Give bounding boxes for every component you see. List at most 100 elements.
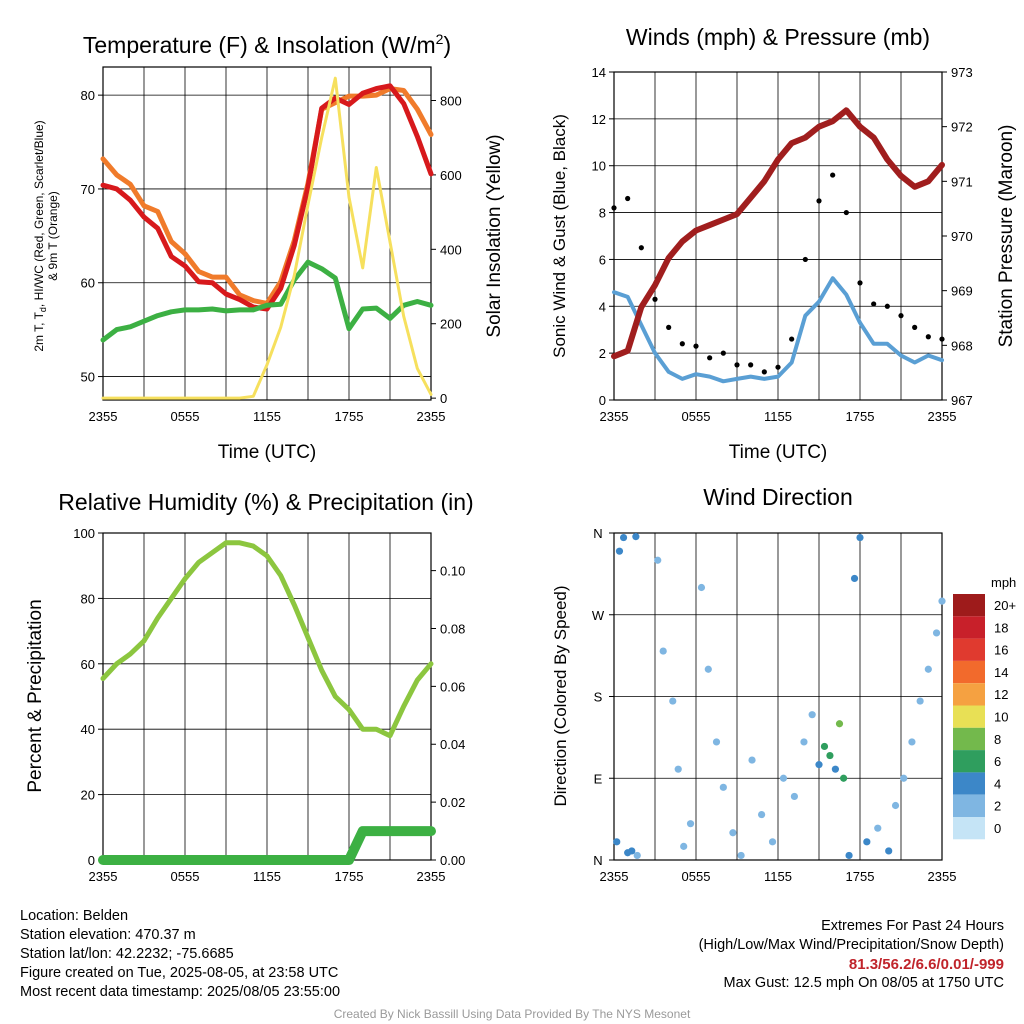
- series-line-precip: [98, 826, 436, 865]
- gust-point: [857, 280, 863, 286]
- gust-point: [884, 303, 890, 309]
- direction-point: [891, 801, 900, 810]
- direction-point: [885, 847, 893, 855]
- rh-x-tick: 2355: [89, 869, 118, 884]
- wind-y-tick: 12: [592, 112, 606, 127]
- x-axis-label-winds: Time (UTC): [729, 442, 828, 463]
- direction-point: [674, 765, 682, 773]
- series-line-wind: [612, 276, 944, 384]
- rh-y-tick: 40: [81, 722, 95, 737]
- rh-y2-tick: 0.00: [440, 853, 465, 868]
- gust-point: [775, 364, 781, 370]
- direction-point: [619, 533, 628, 542]
- rh-y-tick: 20: [81, 788, 95, 803]
- colorbar-label: 8: [994, 732, 1001, 747]
- colorbar-label: 12: [994, 687, 1008, 702]
- direction-point: [659, 647, 667, 655]
- rh-y2-tick: 0.10: [440, 564, 465, 579]
- temp-y2-tick: 0: [440, 391, 447, 406]
- wind-y2-tick: 970: [951, 229, 973, 244]
- wind-y-tick: 6: [599, 252, 606, 267]
- credit-line: Created By Nick Bassill Using Data Provi…: [333, 1007, 691, 1021]
- direction-point: [938, 597, 946, 605]
- direction-point: [924, 665, 932, 673]
- temperature-panel: 2355 0555 1155 1755 235550607080020040060080…: [81, 66, 462, 424]
- direction-point: [932, 629, 941, 637]
- gust-point: [912, 324, 918, 330]
- direction-point: [863, 838, 871, 846]
- gust-point: [734, 362, 740, 368]
- series-line-temp: [100, 83, 434, 312]
- colorbar-label: 4: [994, 776, 1001, 791]
- dir-x-tick: 2355: [600, 869, 629, 884]
- colorbar-swatch: [953, 660, 985, 684]
- station-elevation: Station elevation: 470.37 m: [20, 927, 196, 943]
- winds-panel: 2355 0555 1155 1755 235502468101214967968969…: [592, 65, 973, 424]
- gust-point: [679, 341, 685, 347]
- direction-point: [632, 533, 640, 541]
- extremes-info: Extremes For Past 24 Hours (High/Low/Max…: [699, 917, 1004, 993]
- y-axis-label-temperature: 2m T, Td, HI/WC (Red, Green, Scarlet/Blu…: [32, 120, 48, 351]
- direction-point: [831, 765, 840, 773]
- colorbar-swatch: [953, 727, 985, 751]
- direction-point: [840, 774, 848, 782]
- series-line-solar: [101, 76, 433, 400]
- temp-y2-tick: 200: [440, 317, 462, 332]
- gust-point: [898, 313, 904, 319]
- colorbar-swatch: [953, 772, 985, 795]
- speed-colorbar: mph 20+ 18 16 14 12 10 8 6 4 2 0: [953, 575, 1016, 840]
- colorbar-label: 20+: [994, 598, 1016, 613]
- wind-x-tick: 2355: [600, 409, 629, 424]
- direction-point: [820, 742, 829, 751]
- direction-point: [737, 851, 745, 860]
- direction-point: [790, 792, 799, 801]
- series-line-rh: [100, 540, 434, 739]
- dir-x-tick: 2355: [928, 869, 957, 884]
- rh-y-tick: 0: [88, 853, 95, 868]
- y-axis-label-temperature-line2: & 9m T (Orange): [46, 191, 60, 281]
- rh-y2-tick: 0.02: [440, 795, 465, 810]
- colorbar-swatch: [953, 750, 985, 773]
- dir-y-tick: W: [592, 608, 605, 623]
- extremes-description: (High/Low/Max Wind/Precipitation/Snow De…: [698, 937, 1004, 953]
- wind-y-tick: 8: [599, 206, 606, 221]
- direction-point: [712, 738, 721, 746]
- colorbar-swatch: [953, 616, 985, 639]
- direction-point: [613, 838, 621, 846]
- direction-point: [768, 838, 777, 846]
- colorbar-label: 14: [994, 665, 1008, 680]
- gust-point: [939, 336, 945, 342]
- series-line-wetbulb_green: [100, 259, 434, 343]
- rh-y-tick: 100: [73, 526, 95, 541]
- gust-point: [707, 355, 713, 361]
- colorbar-swatch: [953, 638, 985, 661]
- recent-timestamp: Most recent data timestamp: 2025/08/05 2…: [20, 984, 341, 1000]
- direction-point: [850, 574, 859, 583]
- colorbar-label: 16: [994, 643, 1008, 658]
- y-axis-label-wind-direction: Direction (Colored By Speed): [551, 585, 570, 806]
- direction-point: [729, 829, 737, 837]
- gust-point: [789, 336, 795, 342]
- colorbar-swatch: [953, 594, 985, 617]
- colorbar-unit: mph: [991, 575, 1016, 590]
- wind-y2-tick: 967: [951, 393, 973, 408]
- x-axis-label-temperature: Time (UTC): [218, 442, 317, 463]
- temp-y-tick: 80: [81, 88, 95, 103]
- temp-x-tick: 2355: [89, 409, 118, 424]
- direction-point: [845, 851, 853, 860]
- dir-y-tick: N: [593, 853, 602, 868]
- direction-point: [856, 533, 864, 542]
- gust-point: [925, 334, 931, 340]
- wind-x-tick: 0555: [682, 409, 711, 424]
- colorbar-swatch: [953, 794, 985, 817]
- wind-y2-tick: 968: [951, 338, 973, 353]
- y2-axis-label-temperature: Solar Insolation (Yellow): [484, 134, 505, 337]
- rh-x-tick: 1155: [253, 869, 281, 884]
- series-line-pressure: [611, 107, 945, 360]
- gust-point: [748, 362, 754, 368]
- wind-y-tick: 2: [599, 346, 606, 361]
- direction-point: [633, 851, 641, 860]
- y2-axis-label-winds: Station Pressure (Maroon): [996, 125, 1017, 348]
- humidity-panel: 2355 0555 1155 1755 23550204060801000.000.02…: [73, 526, 465, 884]
- gust-point: [843, 209, 849, 216]
